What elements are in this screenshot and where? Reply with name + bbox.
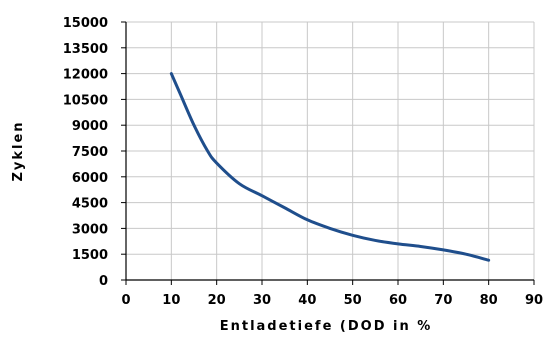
y-tick-label: 7500 — [72, 145, 108, 160]
y-tick-label: 15000 — [63, 16, 108, 31]
y-tick-label: 1500 — [72, 248, 108, 263]
x-tick-label: 0 — [121, 293, 130, 308]
x-axis-label: Entladetiefe (DOD in % — [220, 319, 433, 334]
x-tick-label: 40 — [298, 293, 316, 308]
y-tick-label: 4500 — [72, 197, 108, 212]
x-tick-label: 50 — [344, 293, 362, 308]
x-tick-label: 60 — [389, 293, 407, 308]
grid — [126, 21, 535, 280]
y-tick-label: 12000 — [63, 68, 108, 83]
x-tick-label: 90 — [525, 293, 543, 308]
x-tick-label: 10 — [162, 293, 180, 308]
x-tick-label: 20 — [208, 293, 226, 308]
axes — [121, 21, 535, 285]
y-tick-label: 6000 — [72, 171, 108, 186]
series — [169, 72, 491, 262]
x-tick-label: 30 — [253, 293, 271, 308]
y-tick-label: 0 — [99, 274, 108, 289]
y-tick-label: 10500 — [63, 93, 108, 108]
y-tick-label: 9000 — [72, 119, 108, 134]
series-line — [169, 72, 491, 262]
tick-labels: 0 10 20 30 40 50 60 70 80 90 0 1500 3000 4500 6000 7500… — [63, 16, 543, 308]
y-tick-label: 3000 — [72, 222, 108, 237]
y-tick-label: 13500 — [63, 42, 108, 57]
x-tick-label: 70 — [434, 293, 452, 308]
x-tick-label: 80 — [480, 293, 498, 308]
y-axis-label: Zyklen — [11, 120, 26, 181]
